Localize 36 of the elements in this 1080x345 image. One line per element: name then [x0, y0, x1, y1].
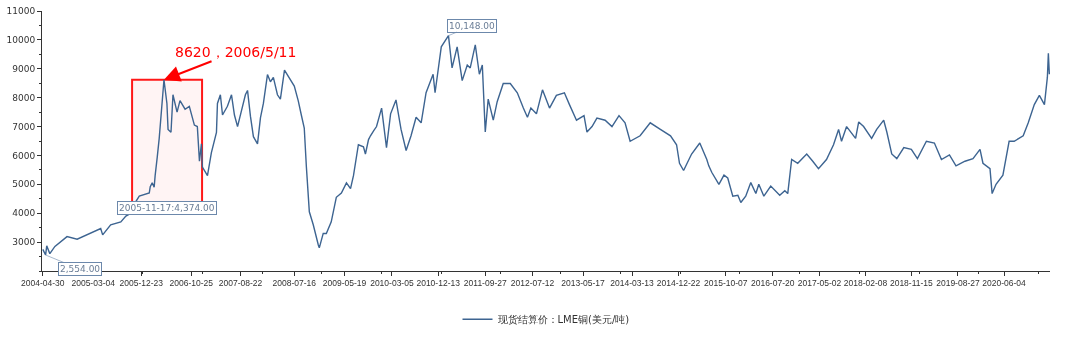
- x-tick-label: 2010-03-05: [370, 278, 414, 289]
- x-tick-label: 2015-10-07: [704, 278, 748, 289]
- x-tick-label: 2017-05-02: [797, 278, 842, 289]
- x-tick-label: 2005-03-04: [71, 278, 116, 289]
- annotation: 10,148.00: [449, 21, 496, 31]
- y-tick-label: 10000: [6, 35, 36, 46]
- line-series: [42, 34, 1050, 256]
- annotation: 8620，2006/5/11: [175, 44, 297, 60]
- legend-label: 现货结算价：LME铜(美元/吨): [497, 314, 630, 326]
- y-tick-label: 6000: [12, 150, 36, 161]
- x-tick-label: 2009-05-19: [322, 278, 367, 289]
- x-tick-label: 2018-11-15: [889, 278, 934, 289]
- x-tick-label: 2020-06-04: [982, 278, 1027, 289]
- annotation: 2,554.00: [60, 264, 101, 274]
- x-tick-label: 2012-07-12: [510, 278, 555, 289]
- y-tick-label: 5000: [12, 179, 36, 190]
- y-tick-label: 4000: [12, 208, 36, 219]
- x-tick-label: 2010-12-13: [416, 278, 461, 289]
- x-tick-label: 2011-09-27: [463, 278, 507, 289]
- x-tick-label: 2004-04-30: [21, 278, 65, 289]
- x-tick-label: 2005-12-23: [119, 278, 164, 289]
- y-tick-label: 3000: [12, 237, 36, 248]
- y-tick-label: 9000: [12, 63, 36, 74]
- y-tick-label: 11000: [6, 6, 36, 17]
- x-tick-label: 2014-03-13: [610, 278, 655, 289]
- y-tick-label: 7000: [12, 121, 36, 132]
- x-tick-label: 2007-08-22: [218, 278, 263, 289]
- x-tick-label: 2018-02-08: [843, 278, 888, 289]
- x-tick-label: 2019-08-27: [936, 278, 980, 289]
- y-tick-label: 8000: [12, 92, 36, 103]
- x-tick-label: 2008-07-16: [272, 278, 317, 289]
- x-tick-label: 2013-05-17: [561, 278, 606, 289]
- x-tick-label: 2006-10-25: [169, 278, 214, 289]
- x-tick-label: 2014-12-22: [656, 278, 701, 289]
- x-tick-label: 2016-07-20: [750, 278, 795, 289]
- annotation: 2005-11-17:4,374.00: [119, 203, 215, 213]
